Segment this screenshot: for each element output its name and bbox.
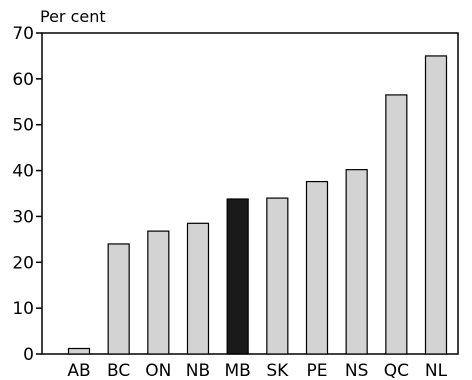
x-tick-label-bc: BC xyxy=(107,361,130,380)
bar-sk xyxy=(266,197,289,355)
y-tick-label: 10 xyxy=(12,299,34,319)
y-tick-label: 60 xyxy=(12,70,34,90)
x-tick-label-ab: AB xyxy=(67,361,90,380)
bar-nb xyxy=(186,222,210,355)
bar-mb xyxy=(226,198,249,355)
plot-border xyxy=(41,32,459,355)
x-tick-label-sk: SK xyxy=(266,361,289,380)
y-tick-label: 0 xyxy=(23,345,34,365)
x-tick-label-nl: NL xyxy=(425,361,448,380)
x-tick-label-pe: PE xyxy=(307,361,328,380)
y-tick-label: 70 xyxy=(12,24,34,44)
plot-frame xyxy=(41,32,459,355)
x-tick-label-qc: QC xyxy=(384,361,409,380)
bar-pe xyxy=(305,180,329,355)
bar-on xyxy=(147,230,170,355)
y-tick-label: 40 xyxy=(12,162,34,182)
y-tick-label: 20 xyxy=(12,253,34,273)
x-axis: AB BC ON NB MB SK PE NS QC NL xyxy=(67,361,447,380)
x-tick-label-ns: NS xyxy=(345,361,369,380)
x-tick-label-on: ON xyxy=(145,361,171,380)
y-tick-label: 50 xyxy=(12,116,34,136)
y-axis-unit-label: Per cent xyxy=(40,7,106,26)
bar-bc xyxy=(107,243,130,355)
x-tick-label-mb: MB xyxy=(224,361,250,380)
bar-ns xyxy=(345,169,368,355)
y-axis: 0 10 20 30 40 50 60 70 xyxy=(12,24,42,365)
y-tick-label: 30 xyxy=(12,207,34,227)
bars xyxy=(67,55,448,355)
x-tick-label-nb: NB xyxy=(186,361,210,380)
bar-ab xyxy=(67,347,91,355)
bar-nl xyxy=(424,55,448,355)
bar-qc xyxy=(385,94,408,355)
